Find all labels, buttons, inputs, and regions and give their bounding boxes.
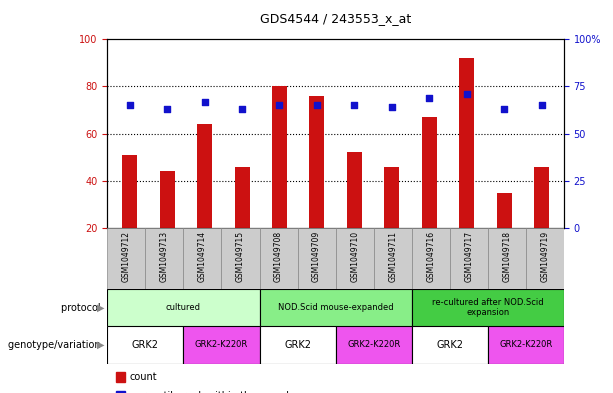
Text: GSM1049713: GSM1049713 (160, 231, 169, 282)
Text: count: count (130, 372, 158, 382)
Bar (384, 167, 399, 228)
Bar (488, 326, 564, 364)
Text: ▶: ▶ (97, 303, 104, 312)
Text: protocol: protocol (61, 303, 104, 312)
Bar (122, 155, 137, 228)
Text: GSM1049708: GSM1049708 (274, 231, 283, 282)
Bar (159, 171, 175, 228)
Bar (412, 326, 488, 364)
Bar (259, 289, 412, 326)
Point (125, 102, 135, 108)
Point (162, 106, 172, 112)
Text: GSM1049714: GSM1049714 (198, 231, 207, 282)
Text: GRK2: GRK2 (436, 340, 463, 350)
Text: GSM1049716: GSM1049716 (426, 231, 435, 282)
Bar (197, 124, 212, 228)
Bar (497, 193, 512, 228)
Bar (183, 228, 221, 289)
Text: GRK2: GRK2 (132, 340, 159, 350)
Text: ▶: ▶ (97, 340, 104, 350)
Bar (336, 228, 374, 289)
Bar (450, 228, 488, 289)
Bar (412, 228, 450, 289)
Text: GSM1049709: GSM1049709 (312, 231, 321, 282)
Bar (459, 58, 474, 228)
Point (499, 106, 509, 112)
Bar (310, 96, 324, 228)
Bar (259, 228, 297, 289)
Text: GSM1049718: GSM1049718 (503, 231, 511, 282)
Text: GRK2-K220R: GRK2-K220R (499, 340, 552, 349)
Text: GDS4544 / 243553_x_at: GDS4544 / 243553_x_at (260, 12, 411, 25)
Point (275, 102, 284, 108)
Bar (422, 117, 436, 228)
Bar (107, 326, 183, 364)
Text: GSM1049712: GSM1049712 (122, 231, 131, 282)
Text: GRK2: GRK2 (284, 340, 311, 350)
Bar (107, 289, 259, 326)
Bar (107, 228, 145, 289)
Text: GSM1049717: GSM1049717 (464, 231, 473, 282)
Bar (272, 86, 287, 228)
Text: GSM1049710: GSM1049710 (350, 231, 359, 282)
Text: re-cultured after NOD.Scid
expansion: re-cultured after NOD.Scid expansion (432, 298, 544, 317)
Bar (221, 228, 259, 289)
Point (237, 106, 247, 112)
Bar (297, 228, 336, 289)
Bar (336, 326, 412, 364)
Text: GSM1049719: GSM1049719 (541, 231, 549, 282)
Bar (412, 289, 564, 326)
Text: genotype/variation: genotype/variation (9, 340, 104, 350)
Point (387, 104, 397, 110)
Bar (259, 326, 336, 364)
Text: cultured: cultured (166, 303, 201, 312)
Text: GSM1049715: GSM1049715 (236, 231, 245, 282)
Point (424, 95, 434, 101)
Bar (235, 167, 249, 228)
Point (312, 102, 322, 108)
Bar (183, 326, 259, 364)
Bar (116, 372, 125, 382)
Bar (145, 228, 183, 289)
Point (200, 98, 210, 105)
Bar (526, 228, 564, 289)
Text: GRK2-K220R: GRK2-K220R (195, 340, 248, 349)
Point (536, 102, 546, 108)
Bar (374, 228, 412, 289)
Point (462, 91, 471, 97)
Bar (116, 391, 125, 393)
Point (349, 102, 359, 108)
Bar (347, 152, 362, 228)
Text: GRK2-K220R: GRK2-K220R (347, 340, 400, 349)
Text: NOD.Scid mouse-expanded: NOD.Scid mouse-expanded (278, 303, 394, 312)
Bar (488, 228, 526, 289)
Bar (534, 167, 549, 228)
Text: GSM1049711: GSM1049711 (388, 231, 397, 282)
Text: percentile rank within the sample: percentile rank within the sample (130, 391, 295, 393)
